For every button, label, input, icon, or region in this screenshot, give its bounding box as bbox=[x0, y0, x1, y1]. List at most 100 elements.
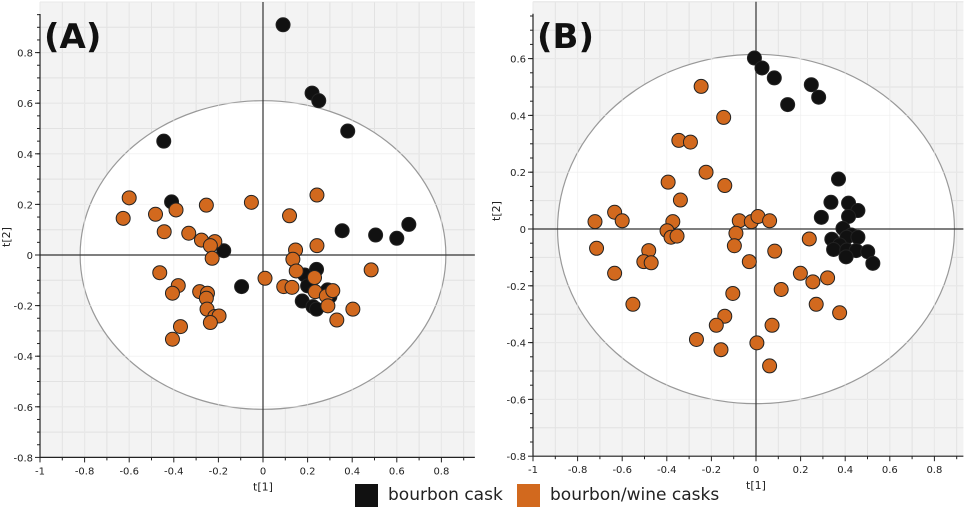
point-bourbon-wine-casks bbox=[164, 285, 180, 301]
x-tick-label: -0.2 bbox=[702, 465, 722, 476]
point-bourbon-cask bbox=[780, 97, 796, 113]
point-bourbon-wine-casks bbox=[682, 134, 698, 150]
point-bourbon-cask bbox=[823, 194, 839, 210]
point-bourbon-wine-casks bbox=[164, 331, 180, 347]
point-bourbon-cask bbox=[811, 89, 827, 105]
y-tick-label: -0.2 bbox=[506, 282, 526, 293]
x-tick-label: -1 bbox=[528, 465, 538, 476]
point-bourbon-wine-casks bbox=[762, 358, 778, 374]
point-bourbon-wine-casks bbox=[363, 262, 379, 278]
y-tick-label: 0.2 bbox=[17, 200, 33, 211]
x-tick-label: -0.4 bbox=[657, 465, 677, 476]
x-tick-label: 0.2 bbox=[793, 465, 809, 476]
point-bourbon-wine-casks bbox=[156, 224, 172, 240]
x-tick-label: 0.6 bbox=[882, 465, 898, 476]
x-tick-label: -1 bbox=[35, 466, 45, 477]
point-bourbon-wine-casks bbox=[204, 250, 220, 266]
x-tick-label: -0.2 bbox=[209, 466, 229, 477]
point-bourbon-wine-casks bbox=[121, 190, 137, 206]
legend-label: bourbon cask bbox=[388, 485, 503, 505]
legend-swatch-orange bbox=[517, 483, 540, 507]
point-bourbon-cask bbox=[865, 255, 881, 271]
point-bourbon-wine-casks bbox=[805, 274, 821, 290]
legend-item-bourbon-cask: bourbon cask bbox=[355, 482, 503, 508]
x-tick-label: 0.4 bbox=[344, 466, 360, 477]
point-bourbon-wine-casks bbox=[728, 225, 744, 241]
point-bourbon-cask bbox=[340, 123, 356, 139]
point-bourbon-wine-casks bbox=[725, 285, 741, 301]
x-tick-label: 0.6 bbox=[389, 466, 405, 477]
point-bourbon-cask bbox=[831, 171, 847, 187]
point-bourbon-wine-casks bbox=[345, 301, 361, 317]
point-bourbon-cask bbox=[746, 50, 762, 66]
point-bourbon-wine-casks bbox=[625, 296, 641, 312]
point-bourbon-wine-casks bbox=[741, 254, 757, 270]
point-bourbon-wine-casks bbox=[309, 187, 325, 203]
point-bourbon-cask bbox=[275, 17, 291, 33]
point-bourbon-wine-casks bbox=[820, 270, 836, 286]
y-axis-label: t[2] bbox=[0, 227, 13, 247]
point-bourbon-cask bbox=[216, 243, 232, 259]
point-bourbon-cask bbox=[389, 230, 405, 246]
x-tick-label: 0 bbox=[260, 466, 266, 477]
y-tick-label: -0.6 bbox=[13, 403, 33, 414]
point-bourbon-wine-casks bbox=[202, 315, 218, 331]
point-bourbon-cask bbox=[311, 93, 327, 109]
legend-item-bourbon-wine-casks: bourbon/wine casks bbox=[517, 482, 719, 508]
point-bourbon-wine-casks bbox=[726, 238, 742, 254]
point-bourbon-wine-casks bbox=[643, 255, 659, 271]
point-bourbon-wine-casks bbox=[589, 240, 605, 256]
y-tick-label: 0 bbox=[520, 225, 526, 236]
x-tick-label: -0.6 bbox=[119, 466, 139, 477]
point-bourbon-wine-casks bbox=[172, 319, 188, 335]
point-bourbon-wine-casks bbox=[307, 270, 323, 286]
point-bourbon-cask bbox=[850, 229, 866, 245]
point-bourbon-wine-casks bbox=[773, 281, 789, 297]
point-bourbon-wine-casks bbox=[282, 208, 298, 224]
point-bourbon-wine-casks bbox=[607, 265, 623, 281]
point-bourbon-wine-casks bbox=[243, 194, 259, 210]
y-tick-label: -0.4 bbox=[506, 339, 526, 350]
score-plot-a: -1 -0.8 -0.6 -0.4 -0.2 0 0.2 0.4 0.6 0.8-0.8-0.6-… bbox=[0, 1, 475, 493]
point-bourbon-cask bbox=[826, 241, 842, 257]
panel-label: (B) bbox=[537, 17, 594, 57]
y-tick-label: 0.4 bbox=[17, 150, 33, 161]
point-bourbon-wine-casks bbox=[764, 317, 780, 333]
point-bourbon-wine-casks bbox=[115, 210, 131, 226]
x-tick-label: 0.8 bbox=[433, 466, 449, 477]
point-bourbon-wine-casks bbox=[762, 213, 778, 229]
point-bourbon-cask bbox=[368, 227, 384, 243]
x-axis-label: t[1] bbox=[746, 479, 766, 492]
point-bourbon-cask bbox=[766, 70, 782, 86]
point-bourbon-wine-casks bbox=[792, 265, 808, 281]
legend-label: bourbon/wine casks bbox=[550, 485, 720, 505]
point-bourbon-wine-casks bbox=[181, 225, 197, 241]
point-bourbon-wine-casks bbox=[708, 317, 724, 333]
point-bourbon-wine-casks bbox=[749, 335, 765, 351]
point-bourbon-wine-casks bbox=[660, 174, 676, 190]
y-tick-label: -0.8 bbox=[506, 452, 526, 463]
point-bourbon-wine-casks bbox=[329, 312, 345, 328]
y-tick-label: 0.6 bbox=[17, 99, 33, 110]
y-tick-label: 0.6 bbox=[510, 55, 526, 66]
point-bourbon-wine-casks bbox=[284, 279, 300, 295]
point-bourbon-wine-casks bbox=[309, 238, 325, 254]
y-tick-label: -0.6 bbox=[506, 395, 526, 406]
legend-swatch-black bbox=[355, 483, 378, 507]
point-bourbon-wine-casks bbox=[713, 342, 729, 358]
point-bourbon-wine-casks bbox=[168, 202, 184, 218]
point-bourbon-wine-casks bbox=[614, 213, 630, 229]
point-bourbon-cask bbox=[813, 209, 829, 225]
point-bourbon-wine-casks bbox=[288, 263, 304, 279]
panel-label: (A) bbox=[44, 17, 101, 57]
point-bourbon-wine-casks bbox=[257, 270, 273, 286]
point-bourbon-wine-casks bbox=[152, 265, 168, 281]
point-bourbon-wine-casks bbox=[693, 78, 709, 94]
point-bourbon-wine-casks bbox=[808, 296, 824, 312]
x-tick-label: 0.4 bbox=[837, 465, 853, 476]
point-bourbon-wine-casks bbox=[587, 214, 603, 230]
point-bourbon-wine-casks bbox=[767, 243, 783, 259]
y-tick-label: -0.8 bbox=[13, 453, 33, 464]
y-tick-label: 0 bbox=[27, 251, 33, 262]
point-bourbon-wine-casks bbox=[198, 197, 214, 213]
